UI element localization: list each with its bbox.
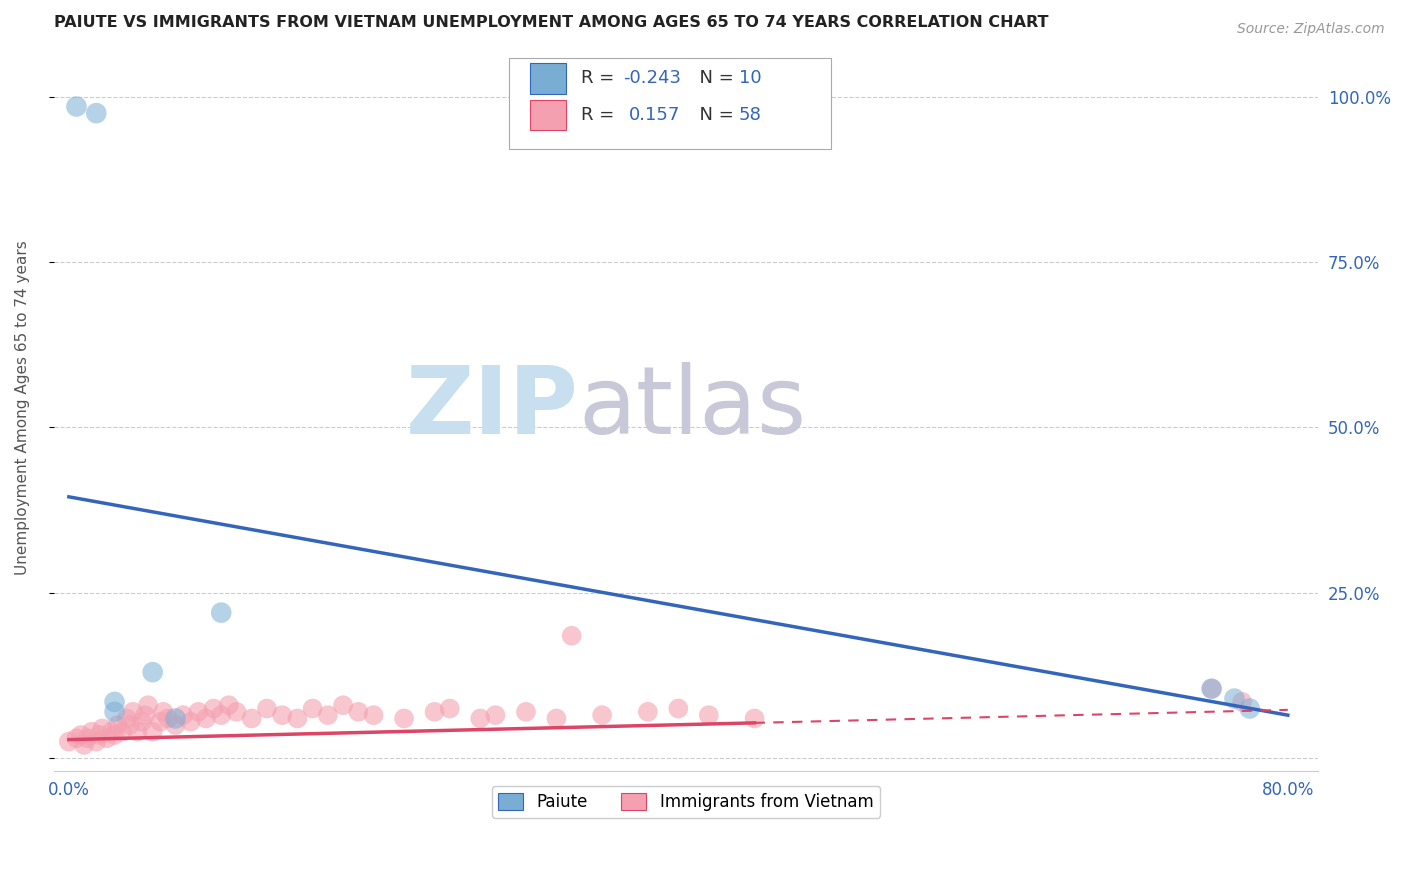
Point — [637, 705, 659, 719]
Text: N =: N = — [689, 106, 740, 124]
Point — [127, 724, 149, 739]
Point — [80, 724, 103, 739]
Point — [165, 718, 187, 732]
Point — [89, 728, 111, 742]
Point — [1239, 701, 1261, 715]
Point — [561, 629, 583, 643]
Text: 10: 10 — [740, 70, 762, 87]
Point — [70, 728, 93, 742]
Y-axis label: Unemployment Among Ages 65 to 74 years: Unemployment Among Ages 65 to 74 years — [15, 240, 30, 575]
Point — [218, 698, 240, 713]
Point — [91, 722, 114, 736]
Text: 58: 58 — [740, 106, 762, 124]
Point — [392, 711, 415, 725]
Point — [240, 711, 263, 725]
Point — [142, 724, 165, 739]
Point — [103, 728, 125, 742]
Point — [1201, 681, 1223, 696]
Text: 0.157: 0.157 — [628, 106, 681, 124]
Point — [149, 714, 172, 729]
Point — [591, 708, 613, 723]
Point — [180, 714, 202, 729]
Point — [118, 718, 141, 732]
Point — [515, 705, 537, 719]
Point — [152, 705, 174, 719]
Point — [347, 705, 370, 719]
Point — [666, 701, 689, 715]
Text: R =: R = — [581, 106, 626, 124]
Point — [484, 708, 506, 723]
Point — [65, 99, 87, 113]
Point — [131, 714, 153, 729]
Point — [142, 665, 165, 680]
Point — [470, 711, 492, 725]
Point — [84, 106, 107, 120]
Point — [697, 708, 720, 723]
Text: atlas: atlas — [578, 361, 807, 453]
Point — [65, 731, 87, 746]
Point — [202, 701, 225, 715]
Point — [546, 711, 568, 725]
Point — [121, 705, 143, 719]
Point — [1230, 695, 1253, 709]
Point — [134, 708, 156, 723]
Point — [100, 724, 122, 739]
Point — [363, 708, 385, 723]
Point — [111, 724, 134, 739]
Point — [107, 718, 129, 732]
Point — [96, 731, 118, 746]
Point — [156, 711, 179, 725]
Point — [103, 695, 125, 709]
Point — [316, 708, 339, 723]
Text: -0.243: -0.243 — [623, 70, 681, 87]
Point — [256, 701, 278, 715]
Point — [287, 711, 309, 725]
Point — [744, 711, 766, 725]
Point — [76, 731, 98, 746]
Text: PAIUTE VS IMMIGRANTS FROM VIETNAM UNEMPLOYMENT AMONG AGES 65 TO 74 YEARS CORRELA: PAIUTE VS IMMIGRANTS FROM VIETNAM UNEMPL… — [53, 15, 1047, 30]
Text: R =: R = — [581, 70, 620, 87]
Point — [423, 705, 446, 719]
FancyBboxPatch shape — [530, 100, 565, 130]
FancyBboxPatch shape — [530, 63, 565, 94]
Point — [1201, 681, 1223, 696]
Point — [103, 705, 125, 719]
Text: N =: N = — [689, 70, 740, 87]
Point — [209, 708, 232, 723]
Point — [271, 708, 294, 723]
Point — [209, 606, 232, 620]
Point — [58, 734, 80, 748]
Point — [172, 708, 194, 723]
Point — [73, 738, 96, 752]
Point — [439, 701, 461, 715]
Text: Source: ZipAtlas.com: Source: ZipAtlas.com — [1237, 22, 1385, 37]
Text: ZIP: ZIP — [405, 361, 578, 453]
Legend: Paiute, Immigrants from Vietnam: Paiute, Immigrants from Vietnam — [492, 786, 880, 818]
Point — [332, 698, 354, 713]
FancyBboxPatch shape — [509, 58, 831, 149]
Point — [115, 711, 138, 725]
Point — [187, 705, 209, 719]
Point — [301, 701, 323, 715]
Point — [165, 711, 187, 725]
Point — [84, 734, 107, 748]
Point — [1223, 691, 1246, 706]
Point — [136, 698, 159, 713]
Point — [225, 705, 247, 719]
Point — [195, 711, 218, 725]
